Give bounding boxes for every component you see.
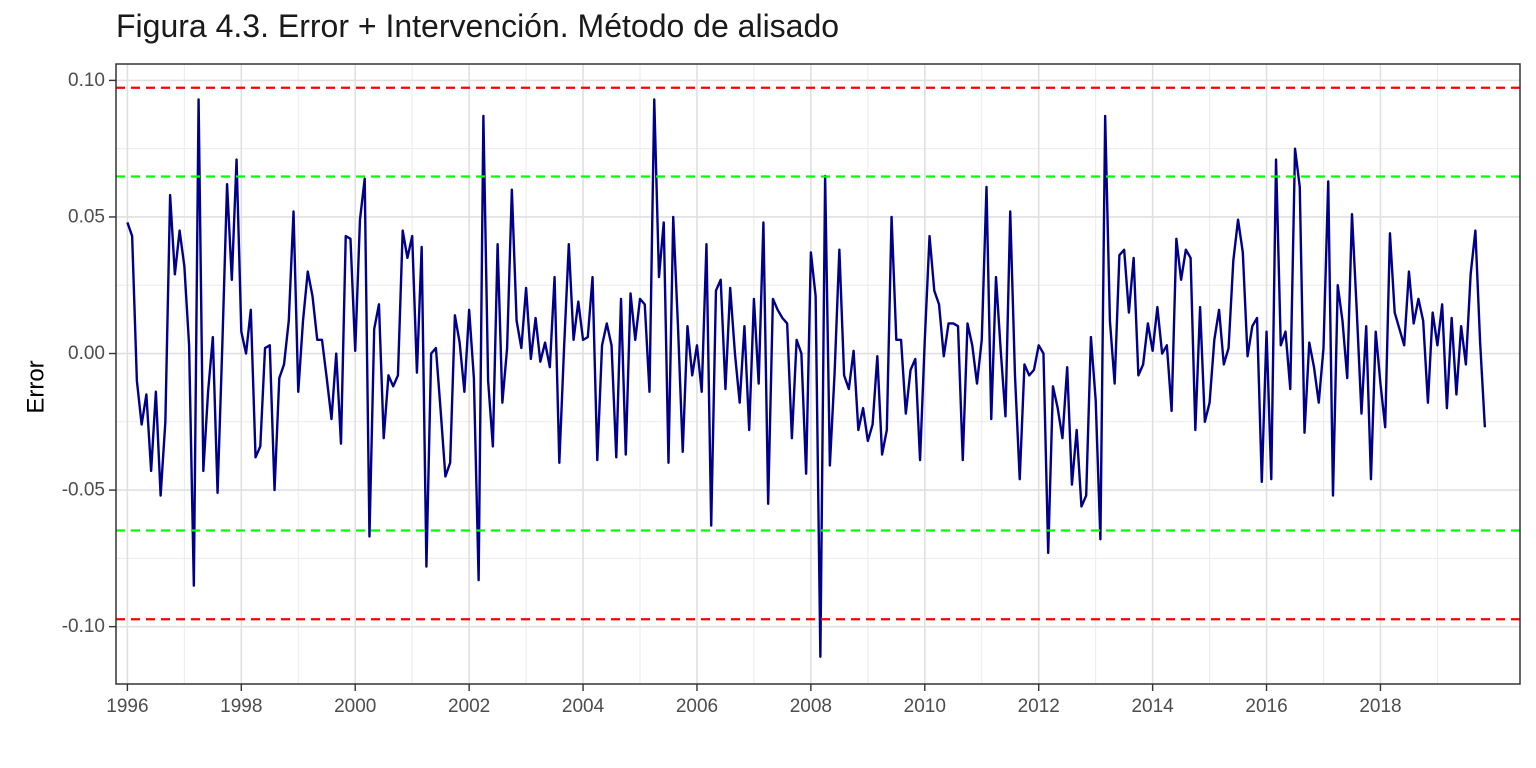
x-tick-label: 2018 (1359, 696, 1401, 717)
x-tick-label: 1996 (106, 696, 148, 717)
y-tick-label: 0.05 (68, 206, 105, 227)
major-grid (116, 64, 1520, 684)
x-tick-label: 2010 (904, 696, 946, 717)
y-tick-label: 0.00 (68, 343, 105, 364)
x-axis: 1996 1998 2000 2002 2004 2006 2008 2010 2012 2014… (106, 684, 1402, 717)
series-layer (126, 98, 1487, 658)
x-tick-label: 2000 (334, 696, 376, 717)
error-series-line (126, 98, 1487, 658)
y-axis: -0.10 -0.05 0.00 0.05 0.10 (62, 70, 116, 637)
x-tick-label: 2004 (562, 696, 605, 717)
y-tick-label: -0.05 (62, 480, 105, 501)
x-tick-label: 2012 (1018, 696, 1060, 717)
panel-border (115, 63, 1521, 685)
minor-grid (116, 64, 1520, 684)
reference-lines (116, 86, 1520, 621)
chart-title: Figura 4.3. Error + Intervención. Método… (116, 8, 840, 44)
y-tick-label: -0.10 (62, 616, 105, 637)
x-tick-label: 2006 (676, 696, 718, 717)
x-tick-label: 2016 (1245, 696, 1287, 717)
x-tick-label: 2014 (1131, 696, 1174, 717)
x-tick-label: 2002 (448, 696, 490, 717)
y-tick-label: 0.10 (68, 70, 105, 91)
x-tick-label: 1998 (220, 696, 262, 717)
x-tick-label: 2008 (790, 696, 832, 717)
panel-background (116, 64, 1520, 684)
